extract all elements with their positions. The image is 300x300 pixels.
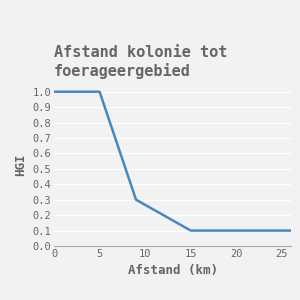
X-axis label: Afstand (km): Afstand (km): [128, 264, 218, 277]
Y-axis label: HGI: HGI: [14, 154, 27, 176]
Text: Afstand kolonie tot
foerageergebied: Afstand kolonie tot foerageergebied: [54, 45, 227, 79]
